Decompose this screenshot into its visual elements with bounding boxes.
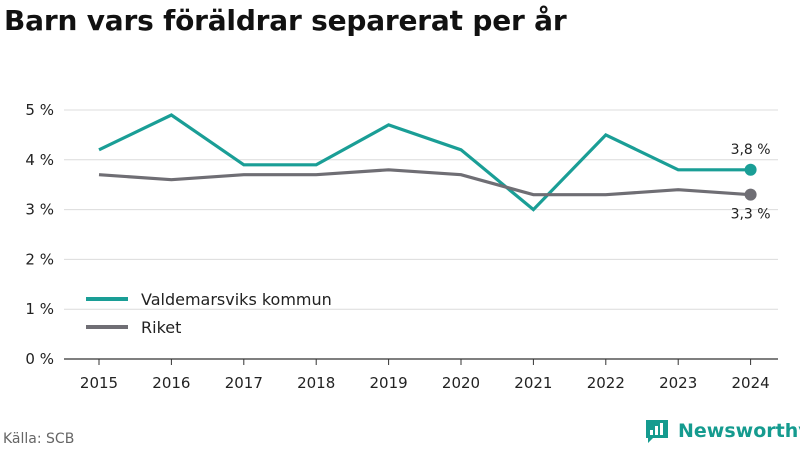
x-tick-label: 2017 [225,374,263,392]
x-tick-label: 2016 [152,374,190,392]
source-note: Källa: SCB [3,431,75,447]
x-tick-label: 2018 [297,374,335,392]
end-label-0: 3,8 % [731,142,771,158]
series-lines: 3,8 % 3,3 % [98,113,771,223]
y-tick-label: 4 % [25,151,54,169]
newsworthy-logo-icon [646,420,668,443]
legend-label-1: Riket [141,318,181,337]
y-tick-label: 0 % [25,350,54,368]
series-line-1 [98,168,751,197]
axes: 0 % 1 % 2 % 3 % 4 % 5 % 2015 2016 2017 2018 2019 20… [25,101,778,392]
y-tick-label: 3 % [25,201,54,219]
x-tick-label: 2019 [370,374,408,392]
y-tick-label: 5 % [25,101,54,119]
brand-logo: Newsworthy [644,418,800,444]
legend: Valdemarsviks kommun Riket [86,290,332,337]
series-line-0 [98,113,751,212]
end-point-1 [744,188,757,201]
x-tick-label: 2023 [659,374,697,392]
x-tick-label: 2020 [442,374,480,392]
x-tick-label: 2021 [514,374,552,392]
end-label-1: 3,3 % [731,207,771,223]
gridlines [64,109,778,310]
brand-name: Newsworthy [678,420,800,442]
chart-title: Barn vars föräldrar separerat per år [4,4,567,37]
x-tick-label: 2022 [587,374,625,392]
legend-label-0: Valdemarsviks kommun [141,290,332,309]
x-tick-label: 2024 [732,374,770,392]
x-tick-label: 2015 [80,374,118,392]
y-tick-label: 2 % [25,250,54,268]
end-point-0 [744,163,757,176]
y-tick-label: 1 % [25,300,54,318]
